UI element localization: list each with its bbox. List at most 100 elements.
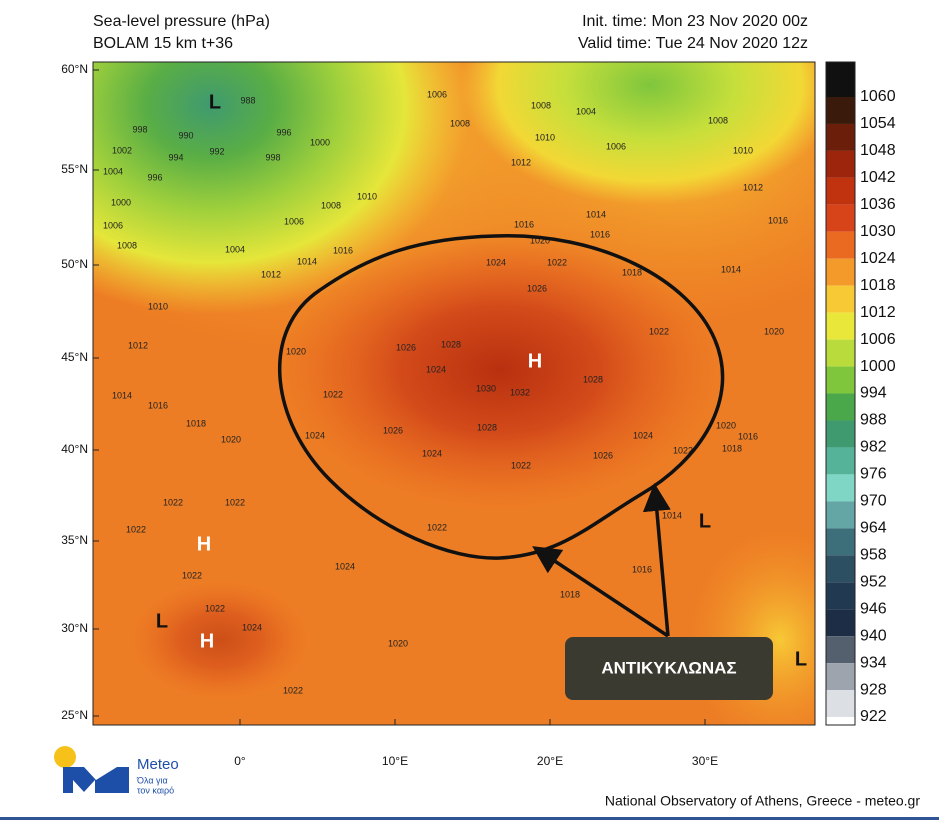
footer: National Observatory of Athens, Greece -…	[605, 793, 920, 809]
init-time: Init. time: Mon 23 Nov 2020 00z	[582, 13, 808, 30]
colorbar-band	[826, 609, 855, 637]
colorbar-label: 940	[860, 627, 887, 644]
colorbar-label: 994	[860, 385, 887, 402]
colorbar-band	[826, 501, 855, 529]
colorbar-label: 988	[860, 412, 887, 429]
colorbar-band	[826, 258, 855, 286]
pressure-center: L	[699, 510, 711, 532]
isobar-label: 992	[209, 146, 224, 156]
colorbar-label: 1060	[860, 88, 896, 105]
colorbar-band	[826, 312, 855, 340]
pressure-center: H	[197, 533, 211, 555]
isobar-label: 1026	[396, 342, 416, 352]
isobar-label: 1022	[163, 497, 183, 507]
isobar-label: 1016	[768, 215, 788, 225]
isobar-label: 1022	[323, 389, 343, 399]
isobar-label: 1006	[284, 216, 304, 226]
colorbar-band	[826, 177, 855, 205]
colorbar-band	[826, 285, 855, 313]
colorbar-label: 1030	[860, 223, 896, 240]
colorbar-band	[826, 582, 855, 610]
isobar-label: 1020	[530, 235, 550, 245]
colorbar-label: 958	[860, 546, 887, 563]
isobar-label: 1002	[112, 145, 132, 155]
isobar-label: 1020	[286, 346, 306, 356]
isobar-label: 1004	[576, 106, 596, 116]
model: BOLAM 15 km t+36	[93, 35, 233, 52]
annotation-box	[565, 637, 773, 700]
isobar-label: 1028	[477, 422, 497, 432]
isobar-label: 990	[178, 130, 193, 140]
annotation-text: ΑΝΤΙΚΥΚΛΩΝΑΣ	[601, 658, 736, 677]
logo-mark	[63, 767, 129, 793]
isobar-label: 1028	[583, 374, 603, 384]
isobar-label: 1010	[148, 301, 168, 311]
lon-label: 30°E	[692, 754, 718, 768]
colorbar-label: 1024	[860, 250, 896, 267]
colorbar-label: 976	[860, 466, 887, 483]
colorbar-band	[826, 663, 855, 691]
isobar-label: 1014	[662, 510, 682, 520]
valid-time: Valid time: Tue 24 Nov 2020 12z	[578, 35, 808, 52]
isobar-label: 1022	[225, 497, 245, 507]
pressure-center: L	[795, 648, 807, 670]
colorbar-band	[826, 123, 855, 151]
colorbar-label: 1054	[860, 115, 896, 132]
isobar-label: 1018	[560, 589, 580, 599]
colorbar: 1060 1054 1048 1042 1036 1030 1024 1018 1012 1006…	[825, 61, 896, 726]
isobar-label: 1022	[283, 685, 303, 695]
lon-label: 20°E	[537, 754, 563, 768]
isobar-label: 1026	[383, 425, 403, 435]
isobar-label: 1024	[633, 430, 653, 440]
colorbar-label: 952	[860, 573, 887, 590]
lon-label: 10°E	[382, 754, 408, 768]
logo-sun	[54, 746, 76, 768]
lat-label: 55°N	[61, 162, 88, 176]
lat-label: 25°N	[61, 708, 88, 722]
axes: 60°N 55°N 50°N 45°N 40°N 35°N 30°N 25°N 0° 10°E 20…	[61, 62, 718, 768]
isobar-label: 1022	[427, 522, 447, 532]
colorbar-label: 970	[860, 493, 887, 510]
isobar-label: 1020	[388, 638, 408, 648]
colorbar-band	[826, 555, 855, 583]
colorbar-label: 982	[860, 439, 887, 456]
colorbar-band	[826, 393, 855, 421]
isobar-label: 1006	[103, 220, 123, 230]
pressure-center: L	[209, 91, 221, 113]
isobar-label: 1024	[305, 430, 325, 440]
colorbar-band	[826, 97, 855, 124]
isobar-label: 1018	[186, 418, 206, 428]
isobar-label: 1012	[261, 269, 281, 279]
lat-label: 35°N	[61, 533, 88, 547]
isobar-label: 1032	[510, 387, 530, 397]
isobar-label: 1022	[649, 326, 669, 336]
isobar-label: 1022	[182, 570, 202, 580]
isobar-label: 1020	[716, 420, 736, 430]
colorbar-label: 1000	[860, 358, 896, 375]
logo: Meteo Όλα για τον καιρό	[54, 746, 179, 795]
arrow	[642, 483, 671, 637]
colorbar-band	[826, 528, 855, 556]
isobar-label: 1018	[622, 267, 642, 277]
isobar-label: 1014	[721, 264, 741, 274]
colorbar-label: 964	[860, 520, 887, 537]
isobar-label: 1014	[297, 256, 317, 266]
colorbar-label: 1036	[860, 196, 896, 213]
isobar-label: 1010	[535, 132, 555, 142]
colorbar-band	[826, 447, 855, 475]
map-field	[93, 62, 815, 725]
lat-label: 45°N	[61, 350, 88, 364]
colorbar-label: 1006	[860, 331, 896, 348]
colorbar-label: 1012	[860, 304, 896, 321]
isobar-label: 1012	[511, 157, 531, 167]
isobar-label: 1024	[335, 561, 355, 571]
isobar-label: 1008	[450, 118, 470, 128]
isobar-label: 1028	[441, 339, 461, 349]
colorbar-band	[826, 204, 855, 232]
isobar-label: 1030	[476, 383, 496, 393]
map-frame	[92, 61, 816, 726]
isobar-label: 1024	[422, 448, 442, 458]
isobar-label: 1016	[738, 431, 758, 441]
isobar-label: 1024	[486, 257, 506, 267]
